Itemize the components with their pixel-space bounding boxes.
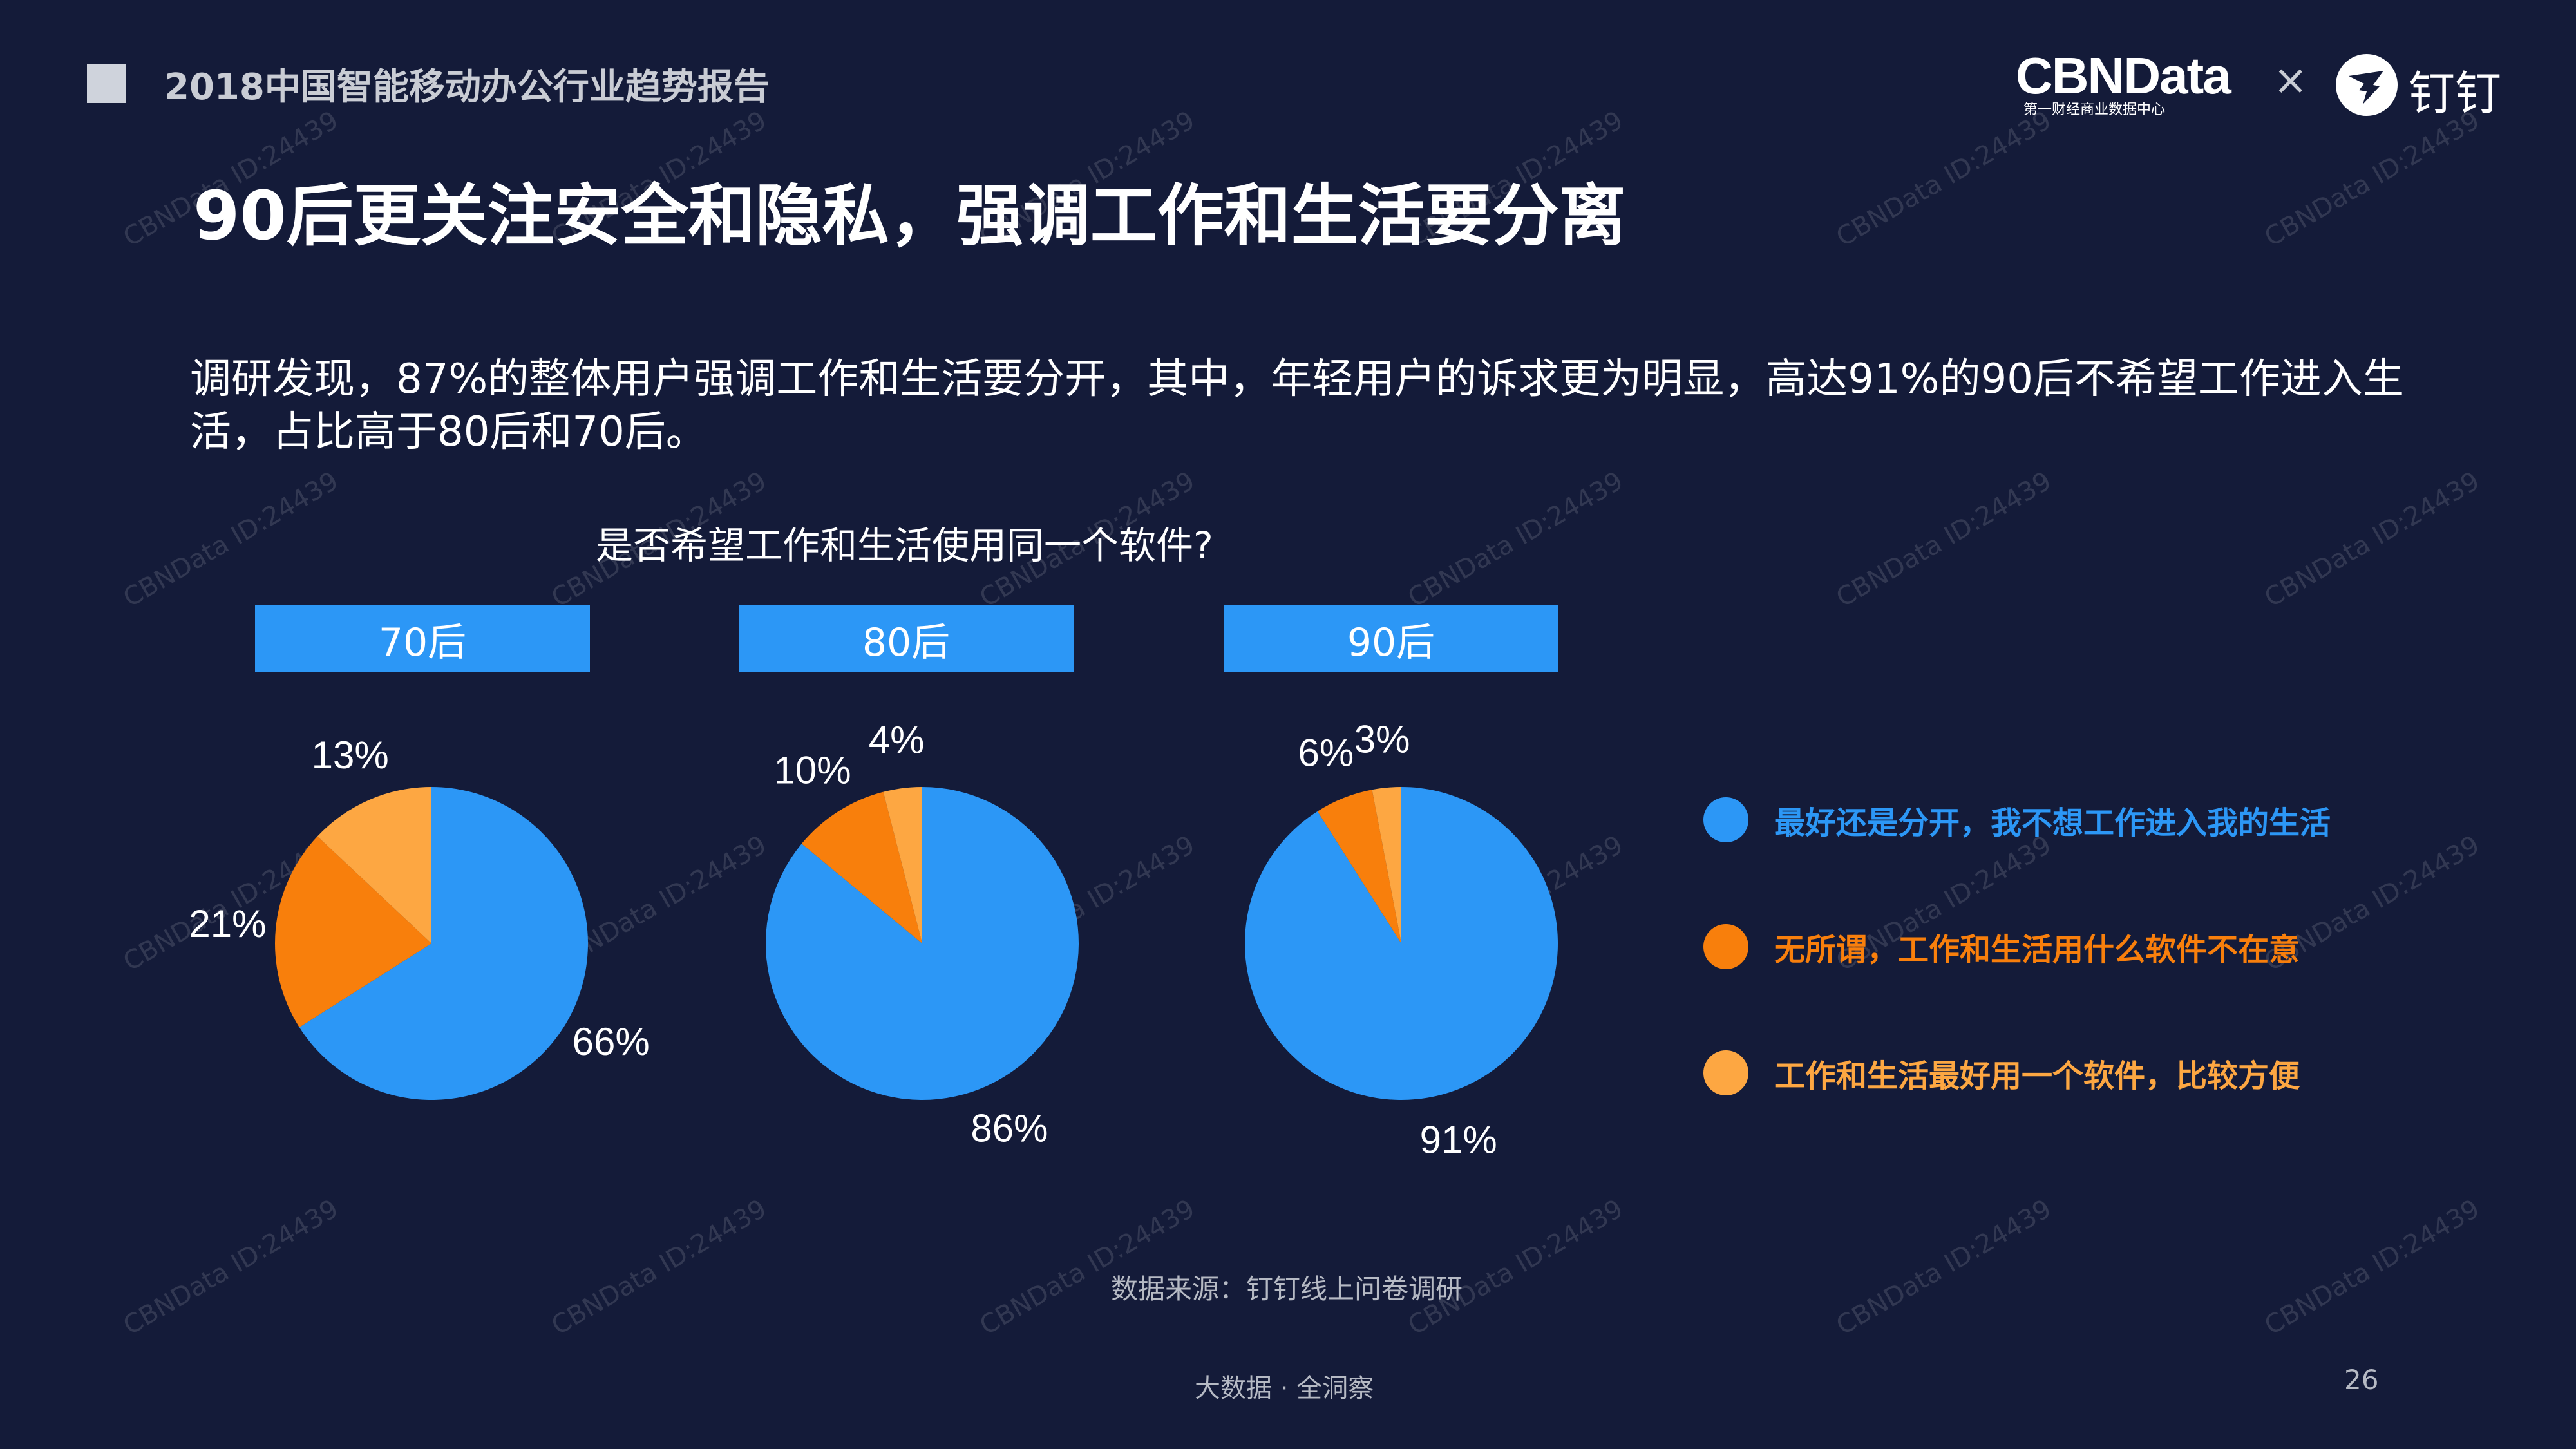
report-title: 2018中国智能移动办公行业趋势报告 (164, 66, 770, 108)
cbndata-logo-subtitle: 第一财经商业数据中心 (2023, 102, 2166, 118)
legend-item-separate: 最好还是分开，我不想工作进入我的生活 (1703, 794, 2331, 846)
pie-data-label: 3% (1354, 717, 1410, 761)
pie-slice (766, 786, 1079, 1100)
pie-slice (1244, 787, 1558, 1100)
pie-slice (801, 791, 922, 943)
slide-title: 90后更关注安全和隐私，强调工作和生活要分离 (193, 176, 1626, 255)
brand-logos: CBNData 第一财经商业数据中心 × 钉钉 (2016, 46, 2505, 130)
pie-slice (275, 836, 431, 1028)
pie-data-label: 91% (1420, 1118, 1497, 1161)
pie-slice (1317, 790, 1401, 943)
data-source: 数据来源：钉钉线上问卷调研 (1111, 1273, 1463, 1305)
pie-data-label: 21% (189, 902, 266, 945)
footer-tagline: 大数据 · 全洞察 (1195, 1374, 1374, 1403)
legend-label: 工作和生活最好用一个软件，比较方便 (1774, 1058, 2300, 1094)
pie-slice (1372, 787, 1401, 943)
pie-data-label: 10% (774, 749, 851, 792)
pie-slice (883, 787, 922, 943)
page-number: 26 (2344, 1364, 2379, 1396)
legend-swatch (1703, 1050, 1748, 1095)
header-square-icon (87, 64, 126, 103)
pie-data-label: 66% (573, 1020, 650, 1063)
brand-separator: × (2273, 57, 2308, 104)
legend-item-same: 工作和生活最好用一个软件，比较方便 (1703, 1047, 2300, 1099)
pie-data-label: 86% (971, 1107, 1048, 1150)
legend-label: 无所谓，工作和生活用什么软件不在意 (1774, 932, 2300, 968)
pie-slice (317, 787, 431, 943)
legend-item-indifferent: 无所谓，工作和生活用什么软件不在意 (1703, 921, 2300, 972)
pie-data-label: 13% (312, 734, 389, 777)
dingtalk-logo-icon (2336, 54, 2398, 116)
pie-data-label: 4% (869, 719, 925, 762)
group-label-80: 80后 (739, 605, 1074, 672)
legend-swatch (1703, 924, 1748, 969)
description-text: 调研发现，87%的整体用户强调工作和生活要分开，其中，年轻用户的诉求更为明显，高… (190, 355, 2404, 456)
group-label-70: 70后 (255, 605, 590, 672)
pie-slice (299, 787, 588, 1100)
legend-swatch (1703, 797, 1748, 842)
cbndata-logo: CBNData (2016, 47, 2231, 104)
group-label-90: 90后 (1224, 605, 1558, 672)
dingtalk-logo-text: 钉钉 (2409, 66, 2502, 120)
chart-title: 是否希望工作和生活使用同一个软件? (596, 524, 1213, 567)
pie-data-label: 6% (1298, 731, 1354, 774)
legend-label: 最好还是分开，我不想工作进入我的生活 (1774, 805, 2331, 841)
